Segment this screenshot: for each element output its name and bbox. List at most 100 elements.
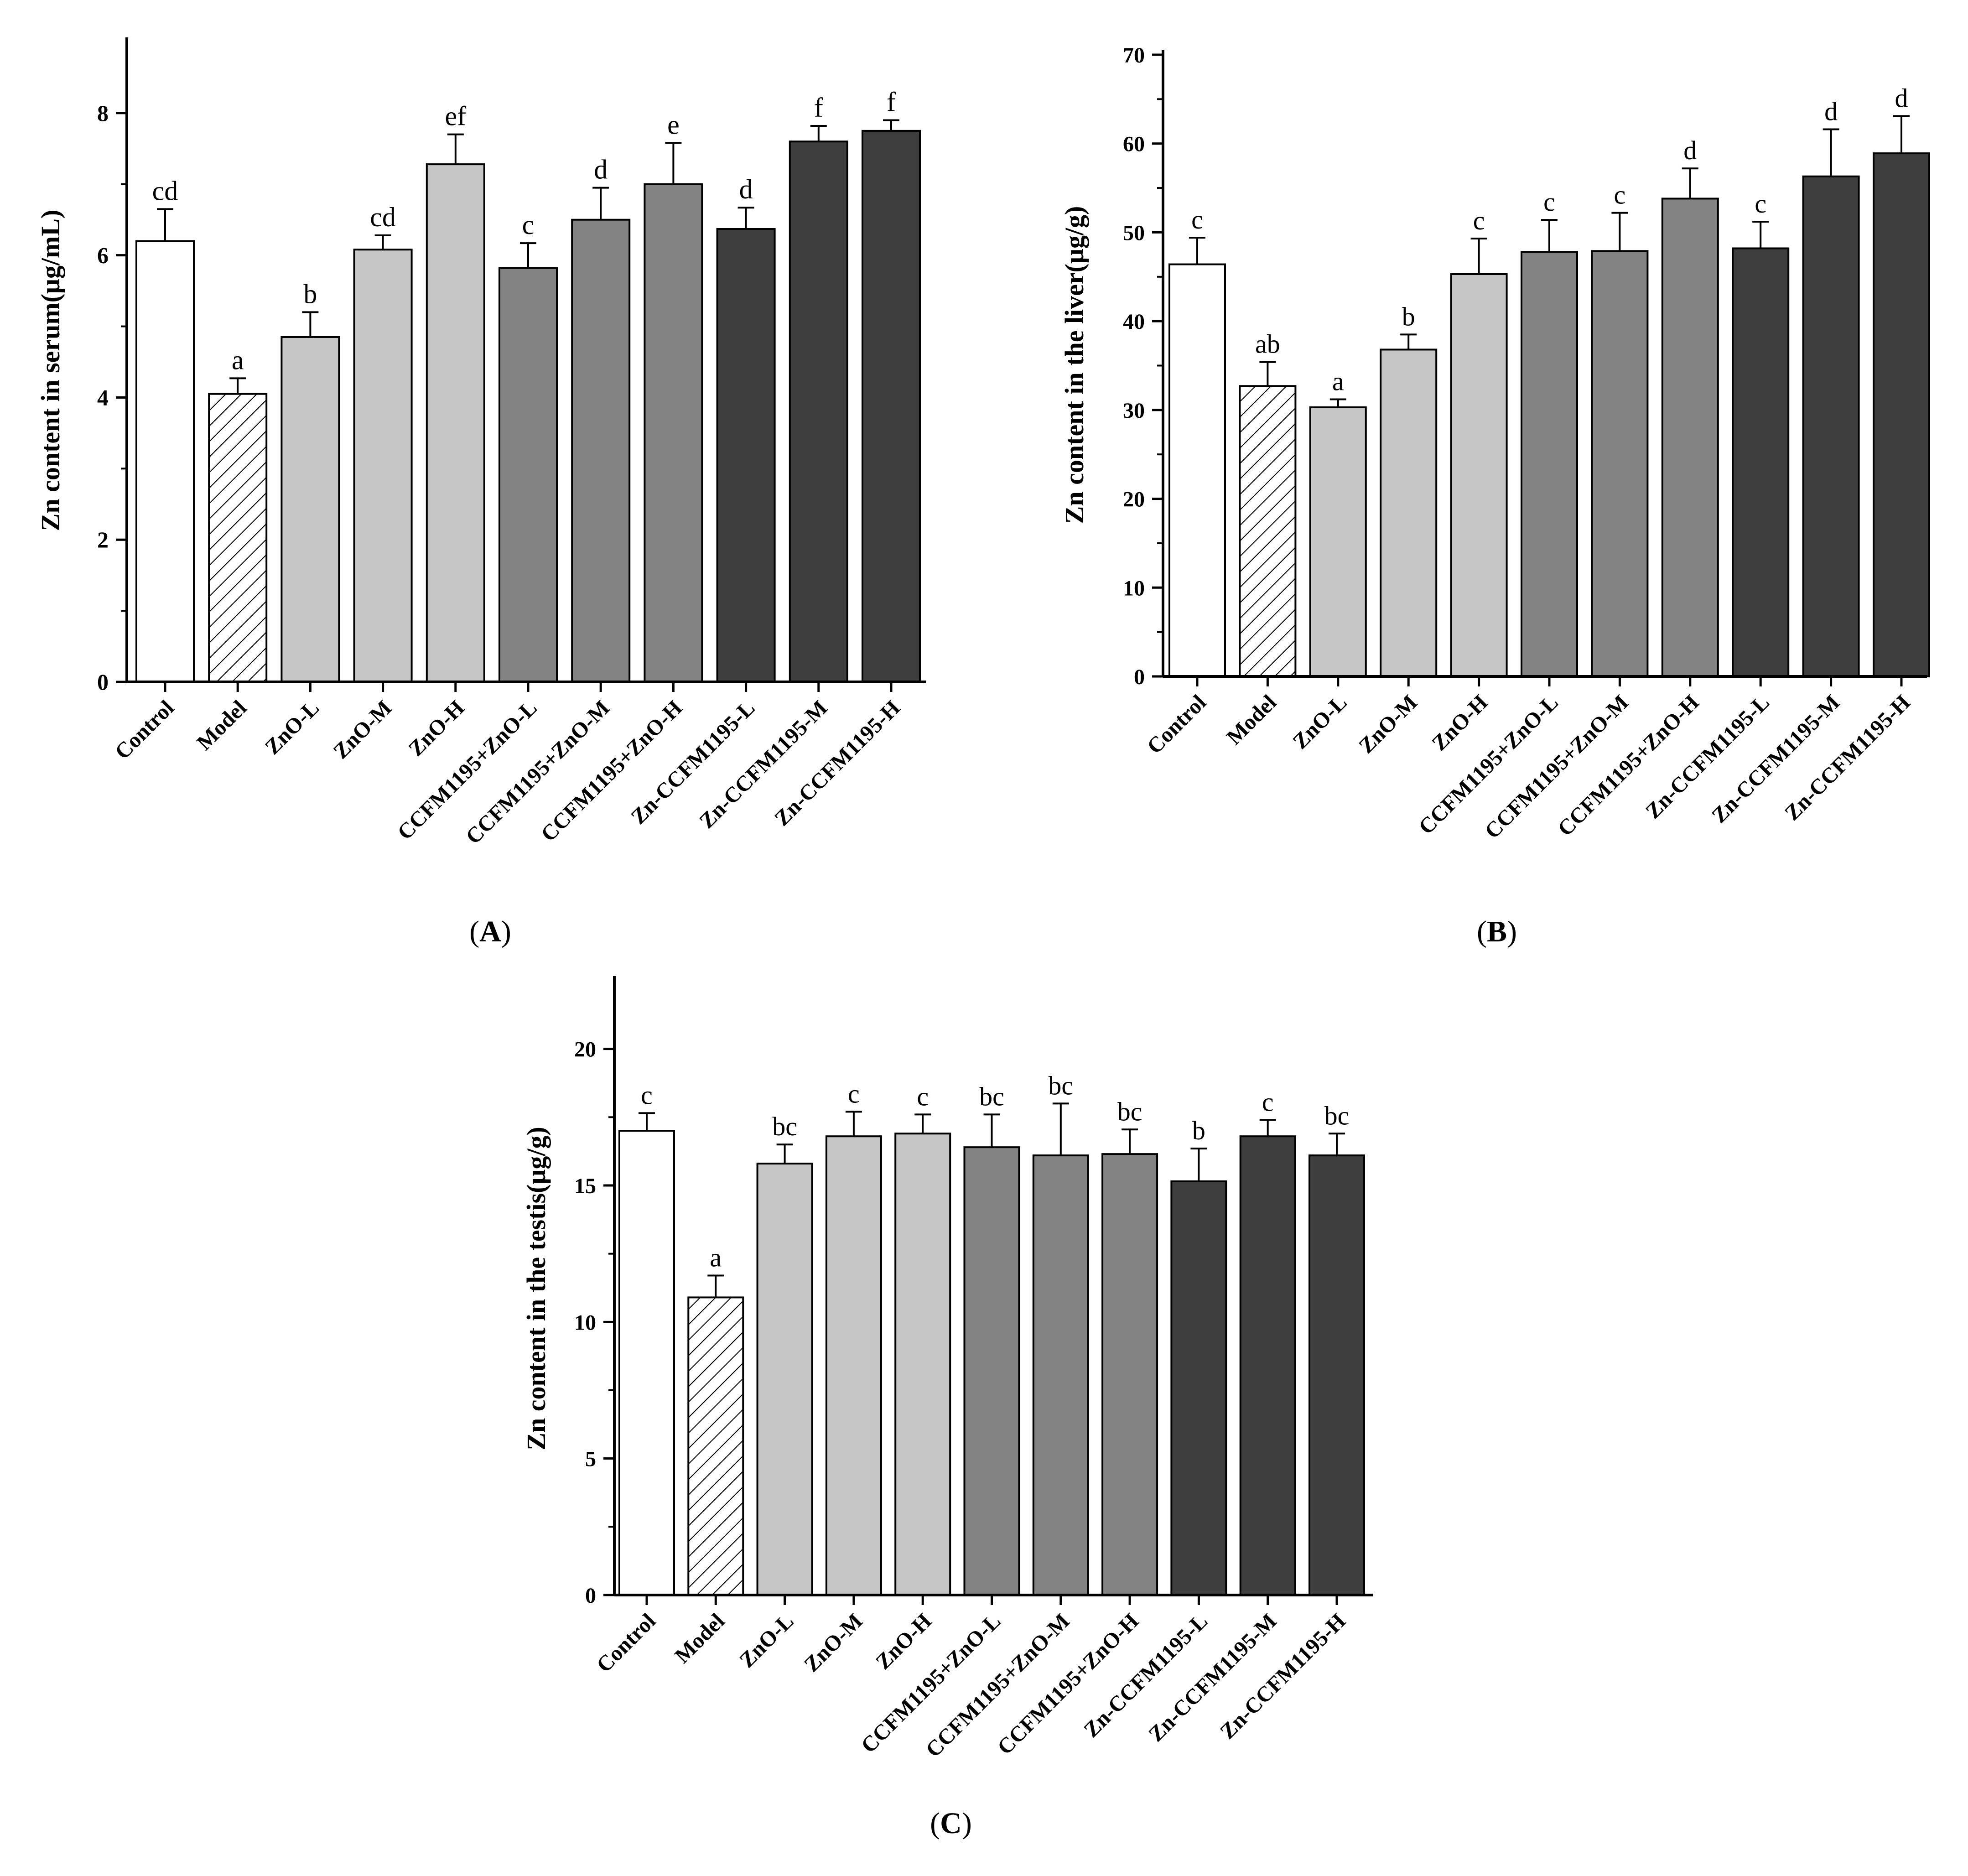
significance-label: c bbox=[1614, 180, 1626, 210]
y-tick-label: 20 bbox=[574, 1038, 596, 1062]
bar-b-3 bbox=[1380, 348, 1438, 677]
significance-label: e bbox=[667, 109, 680, 140]
y-tick-label: 6 bbox=[97, 243, 109, 268]
bar-a-8 bbox=[716, 228, 776, 683]
significance-label: b bbox=[303, 279, 317, 309]
y-tick-label: 0 bbox=[97, 669, 109, 695]
bar-c-8 bbox=[1170, 1180, 1227, 1596]
significance-label: bc bbox=[1324, 1101, 1350, 1130]
y-axis-title: Zn content in serum(μg/mL) bbox=[36, 210, 65, 531]
bar-c-7 bbox=[1101, 1153, 1158, 1596]
category-label: CCFM1195+ZnO-H bbox=[536, 696, 687, 846]
significance-label: c bbox=[917, 1081, 929, 1111]
category-label: Model bbox=[192, 696, 251, 755]
significance-label: c bbox=[1543, 187, 1555, 217]
y-tick-label: 5 bbox=[585, 1447, 596, 1471]
y-tick-label: 15 bbox=[574, 1174, 596, 1198]
significance-label: ab bbox=[1255, 329, 1280, 359]
category-label: ZnO-L bbox=[735, 1609, 798, 1672]
significance-label: bc bbox=[1048, 1071, 1073, 1100]
bar-a-1 bbox=[208, 393, 268, 683]
category-label: Control bbox=[1142, 690, 1211, 759]
significance-label: b bbox=[1402, 301, 1415, 331]
category-label: Zn-CCFM1195-M bbox=[1144, 1609, 1281, 1746]
bar-b-8 bbox=[1732, 247, 1790, 677]
significance-label: a bbox=[710, 1243, 722, 1273]
significance-label: f bbox=[887, 87, 896, 117]
bar-a-2 bbox=[280, 336, 340, 683]
significance-label: c bbox=[522, 210, 535, 240]
bar-a-3 bbox=[353, 249, 413, 683]
bar-a-6 bbox=[571, 218, 631, 683]
y-tick-label: 4 bbox=[97, 385, 109, 410]
category-label: Control bbox=[592, 1609, 660, 1677]
significance-label: d bbox=[1895, 83, 1908, 113]
category-label: Zn-CCFM1195-L bbox=[626, 696, 759, 829]
category-label: ZnO-M bbox=[1354, 690, 1422, 758]
significance-label: cd bbox=[152, 176, 178, 206]
y-tick-label: 2 bbox=[97, 527, 109, 552]
category-label: Zn-CCFM1195-M bbox=[1707, 690, 1844, 827]
category-label: ZnO-M bbox=[800, 1609, 867, 1677]
category-label: ZnO-H bbox=[871, 1609, 936, 1674]
y-tick-label: 20 bbox=[1123, 488, 1145, 512]
bar-a-0 bbox=[135, 240, 195, 683]
bar-b-9 bbox=[1802, 175, 1860, 678]
bar-a-7 bbox=[644, 183, 703, 683]
category-label: CCFM1195+ZnO-L bbox=[393, 696, 541, 844]
category-label: Zn-CCFM1195-H bbox=[1215, 1609, 1350, 1744]
bar-c-10 bbox=[1309, 1154, 1365, 1596]
bar-c-9 bbox=[1239, 1135, 1296, 1596]
y-tick-label: 0 bbox=[585, 1584, 596, 1608]
significance-label: c bbox=[1262, 1087, 1274, 1117]
y-tick-label: 8 bbox=[97, 100, 109, 126]
significance-label: b bbox=[1192, 1116, 1205, 1145]
significance-label: bc bbox=[1117, 1096, 1142, 1126]
y-tick-label: 60 bbox=[1123, 132, 1145, 156]
bar-b-10 bbox=[1873, 152, 1930, 678]
category-label: CCFM1195+ZnO-L bbox=[1414, 690, 1563, 839]
category-label: Zn-CCFM1195-L bbox=[1079, 1609, 1212, 1742]
y-tick-label: 10 bbox=[574, 1310, 596, 1335]
significance-label: d bbox=[594, 155, 608, 185]
bar-c-3 bbox=[825, 1135, 882, 1596]
category-label: Zn-CCFM1195-L bbox=[1641, 690, 1774, 823]
significance-label: c bbox=[1473, 206, 1485, 235]
significance-label: d bbox=[739, 174, 753, 204]
bar-b-4 bbox=[1450, 273, 1508, 677]
category-label: Zn-CCFM1195-H bbox=[770, 696, 905, 831]
panel-caption-c: (C) bbox=[930, 1807, 972, 1840]
bar-b-7 bbox=[1661, 197, 1719, 677]
significance-label: bc bbox=[772, 1112, 797, 1141]
bar-a-5 bbox=[498, 267, 558, 683]
significance-label: ef bbox=[445, 101, 466, 131]
category-label: Zn-CCFM1195-H bbox=[1780, 690, 1915, 825]
chart-panel-b: c Control ab Model a ZnO-L b ZnO-M c ZnO-H c CCFM11… bbox=[1059, 43, 1930, 843]
bar-c-6 bbox=[1032, 1154, 1089, 1596]
category-label: ZnO-L bbox=[1288, 690, 1351, 754]
significance-label: d bbox=[1824, 97, 1838, 126]
significance-label: c bbox=[1191, 205, 1203, 234]
bar-c-0 bbox=[618, 1130, 675, 1596]
bar-c-4 bbox=[894, 1133, 951, 1596]
y-tick-label: 40 bbox=[1123, 310, 1145, 334]
significance-label: c bbox=[641, 1080, 653, 1110]
significance-label: d bbox=[1683, 135, 1697, 165]
significance-label: c bbox=[1755, 189, 1766, 218]
significance-label: a bbox=[232, 345, 244, 375]
significance-label: bc bbox=[979, 1081, 1004, 1111]
category-label: Zn-CCFM1195-M bbox=[695, 696, 832, 833]
significance-label: c bbox=[848, 1079, 860, 1108]
y-tick-label: 70 bbox=[1123, 43, 1145, 68]
bar-b-5 bbox=[1521, 251, 1578, 677]
category-label: ZnO-M bbox=[329, 696, 397, 764]
bar-b-2 bbox=[1309, 406, 1367, 677]
bar-b-1 bbox=[1239, 385, 1297, 677]
category-label: CCFM1195+ZnO-M bbox=[461, 696, 614, 849]
significance-label: cd bbox=[370, 202, 396, 232]
bar-b-0 bbox=[1168, 263, 1226, 677]
chart-panel-c: cControlaModelbcZnO-LcZnO-McZnO-HbcCCFM1… bbox=[521, 976, 1373, 1762]
category-label: Control bbox=[110, 696, 179, 764]
panel-caption-b: (B) bbox=[1477, 915, 1517, 948]
